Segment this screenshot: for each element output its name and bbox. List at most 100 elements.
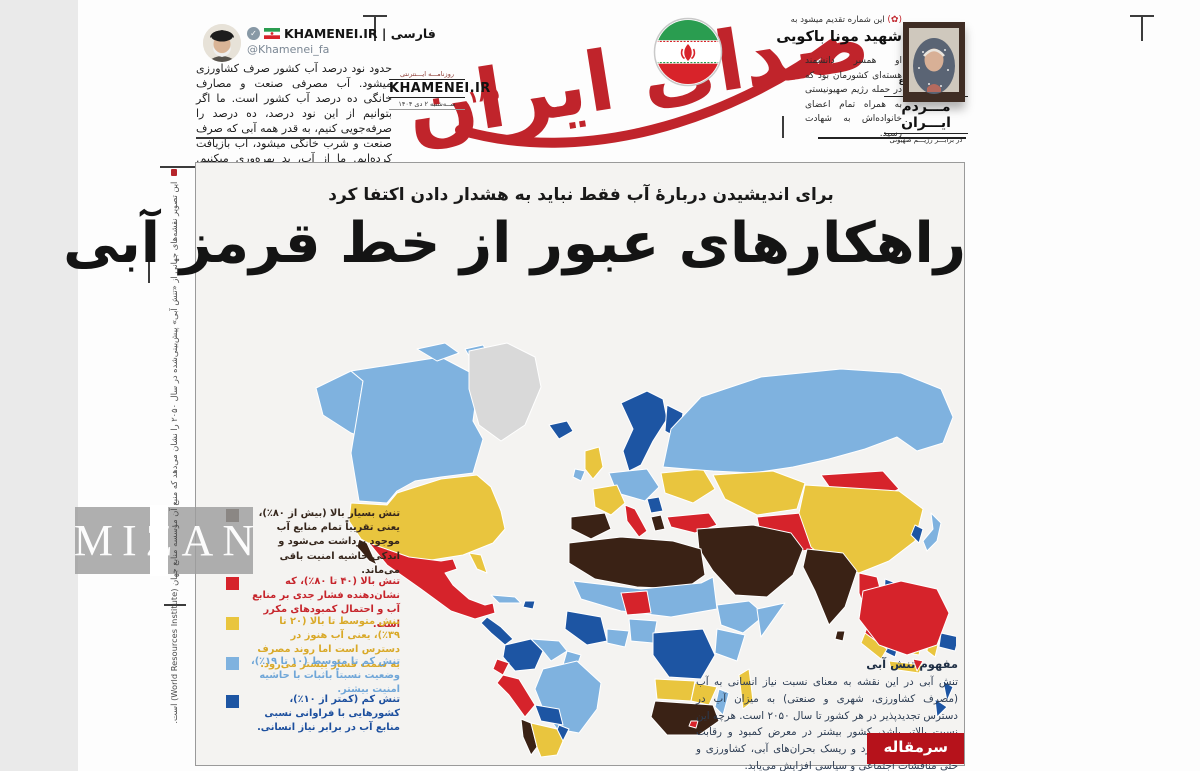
- editorial-tag: سرمقاله: [867, 733, 964, 764]
- page-gutter: [150, 505, 168, 576]
- map-angola: [654, 678, 696, 702]
- site-block: روزنامـــه ایـــنترنتی KHAMENEI.IR ســه‌…: [389, 70, 491, 110]
- map-west-sahel: [620, 590, 652, 616]
- map-madagascar: [738, 668, 754, 710]
- map-new-zealand: [934, 698, 948, 718]
- map-ethiopia: [716, 600, 766, 634]
- map-ghana: [606, 628, 630, 648]
- map-east-africa: [714, 628, 746, 662]
- legend-item-low: تنش کم (کمتر از ۱۰٪)، کشورهایی با فراوان…: [224, 693, 400, 736]
- map-new-guinea: [938, 632, 956, 652]
- site-label-top: روزنامـــه ایـــنترنتی: [400, 70, 454, 78]
- map-scandinavia: [620, 390, 668, 472]
- map-lesotho: [688, 720, 699, 729]
- kicker: برای اندیشیدن دربارهٔ آب فقط نباید به هش…: [328, 185, 834, 205]
- crop-mark: [148, 233, 150, 283]
- crop-mark: [374, 15, 376, 41]
- map-russia: [662, 368, 954, 474]
- map-congo: [652, 628, 716, 680]
- camera-icon: [171, 169, 177, 176]
- dedication-intro: (✿) این شماره تقدیم میشود به: [791, 15, 902, 25]
- feature-box: برای اندیشیدن دربارهٔ آب فقط نباید به هش…: [63, 162, 966, 771]
- map-kazakhstan: [712, 470, 806, 516]
- map-iceland: [548, 420, 574, 440]
- verified-badge-icon: ✓: [247, 26, 260, 40]
- tweet-display-name: KHAMENEI.IR | فارسی: [284, 25, 436, 41]
- masthead: صدای ایران: [400, 0, 876, 159]
- headline: راهکارهای عبور از خط قرمز آبی: [63, 211, 966, 276]
- legend-swatch-low-medium-icon: [226, 657, 239, 670]
- map-arctic-island: [416, 342, 460, 362]
- legend-label: تنش بالا (۴۰ تا ۸۰٪)، که نشان‌دهنده فشار…: [252, 576, 400, 630]
- map-argentina: [530, 722, 564, 758]
- map-greenland: [468, 342, 542, 442]
- map-peru: [496, 674, 536, 718]
- iran-flag-icon: [264, 27, 280, 39]
- calligraphy-swoosh: [455, 39, 837, 148]
- tweet-handle: @Khamenei_fa: [247, 43, 330, 56]
- tweet-header: ✓ KHAMENEI.IR | فارسی: [247, 25, 436, 41]
- map-greece: [650, 514, 666, 532]
- martyr-photo: [903, 22, 965, 102]
- map-new-zealand: [942, 680, 954, 702]
- map-italy: [624, 504, 648, 538]
- map-venezuela: [530, 638, 568, 662]
- map-ireland: [572, 468, 586, 482]
- map-southern-africa: [650, 700, 720, 736]
- map-tasmania: [912, 658, 924, 672]
- legend-swatch-medium-high-icon: [226, 617, 239, 630]
- map-mexico: [368, 542, 496, 620]
- map-north-africa: [568, 536, 706, 590]
- map-central-america: [480, 616, 514, 646]
- divider: [818, 137, 966, 139]
- dedication-body: او همسر دانشمند هسته‌ای کشورمان بود که د…: [805, 56, 902, 139]
- map-chile: [520, 718, 538, 756]
- map-middle-east: [696, 524, 804, 598]
- map-baja: [356, 538, 378, 566]
- issue-date: ســه‌شنبه ۲ دی ۱۴۰۴: [389, 98, 465, 110]
- legend-swatch-low-icon: [226, 695, 239, 708]
- map-west-africa: [564, 610, 608, 646]
- map-sri-lanka: [834, 630, 846, 642]
- map-bolivia: [534, 704, 564, 726]
- map-india: [802, 548, 858, 626]
- map-australia: [858, 580, 950, 656]
- note-block: مفهوم تنش آبی تنش آبی در این نقشه به معن…: [696, 657, 958, 771]
- map-uk: [584, 446, 604, 480]
- water-stress-world-map: [315, 342, 956, 758]
- leader-portrait-icon: [203, 24, 241, 62]
- crop-mark: [164, 604, 186, 606]
- martyr-name: شهید مونا باکویی: [776, 29, 902, 45]
- page-edge-strip: [0, 0, 78, 771]
- legend-label: تنش بسیار بالا (بیش از ۸۰٪)، یعنی تقریبا…: [258, 508, 400, 576]
- map-mozambique: [714, 688, 730, 716]
- crop-mark: [782, 116, 784, 138]
- legend-label: تنش کم تا متوسط (۱۰ تا ۱۹٪)، وضعیت نسبتا…: [250, 656, 400, 696]
- legend-label: تنش کم (کمتر از ۱۰٪)، کشورهایی با فراوان…: [257, 694, 400, 734]
- map-hispaniola: [522, 600, 536, 610]
- map-somalia: [756, 602, 786, 638]
- map-korea: [910, 524, 924, 544]
- note-title: مفهوم تنش آبی: [866, 657, 958, 671]
- map-iberia: [570, 512, 612, 540]
- legend-item-high: تنش بالا (۴۰ تا ۸۰٪)، که نشان‌دهنده فشار…: [224, 575, 400, 632]
- map-france: [592, 484, 626, 516]
- special-line-3: در برابـــر رژیـــم صهیونی: [889, 136, 963, 144]
- map-china: [798, 484, 924, 574]
- special-line-2: مـــردم ایـــران: [884, 97, 968, 134]
- legend-item-medium-high: تنش متوسط تا بالا (۲۰ تا ۳۹٪)، یعنی آب ه…: [224, 615, 400, 672]
- site-name: KHAMENEI.IR: [389, 79, 491, 98]
- flower-icon: (✿): [887, 15, 902, 25]
- legend-swatch-high-icon: [226, 577, 239, 590]
- avatar: [203, 24, 241, 62]
- map-ukraine: [660, 468, 716, 504]
- dedication-intro-text: این شماره تقدیم میشود به: [790, 15, 885, 25]
- legend-item-low-medium: تنش کم تا متوسط (۱۰ تا ۱۹٪)، وضعیت نسبتا…: [224, 655, 400, 698]
- legend-label: تنش متوسط تا بالا (۲۰ تا ۳۹٪)، یعنی آب ه…: [257, 616, 400, 670]
- map-balkans: [646, 496, 664, 514]
- crop-mark: [1141, 15, 1143, 41]
- iran-emblem-icon: [653, 17, 723, 87]
- photo-credit-vertical: این تصویر نقشه‌های جهانی از «تنش آبی» پی…: [169, 169, 179, 724]
- divider: [196, 137, 390, 139]
